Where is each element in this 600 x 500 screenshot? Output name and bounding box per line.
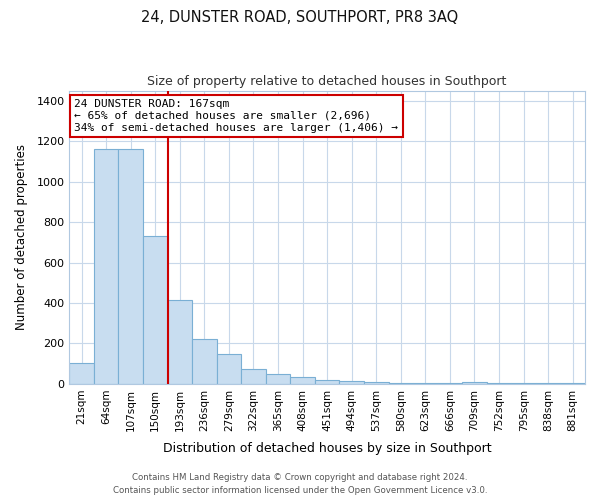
Bar [315,380,340,384]
Bar [290,378,315,384]
Bar [266,374,290,384]
Bar [143,236,167,384]
Text: 24 DUNSTER ROAD: 167sqm
← 65% of detached houses are smaller (2,696)
34% of semi: 24 DUNSTER ROAD: 167sqm ← 65% of detache… [74,100,398,132]
Bar [462,382,487,384]
Bar [70,362,94,384]
Text: 24, DUNSTER ROAD, SOUTHPORT, PR8 3AQ: 24, DUNSTER ROAD, SOUTHPORT, PR8 3AQ [142,10,458,25]
Text: Contains HM Land Registry data © Crown copyright and database right 2024.
Contai: Contains HM Land Registry data © Crown c… [113,474,487,495]
Y-axis label: Number of detached properties: Number of detached properties [15,144,28,330]
Bar [94,149,118,384]
Bar [167,300,192,384]
Bar [241,370,266,384]
Title: Size of property relative to detached houses in Southport: Size of property relative to detached ho… [148,75,507,88]
Bar [217,354,241,384]
Bar [340,381,364,384]
Bar [118,149,143,384]
X-axis label: Distribution of detached houses by size in Southport: Distribution of detached houses by size … [163,442,491,455]
Bar [192,340,217,384]
Bar [364,382,389,384]
